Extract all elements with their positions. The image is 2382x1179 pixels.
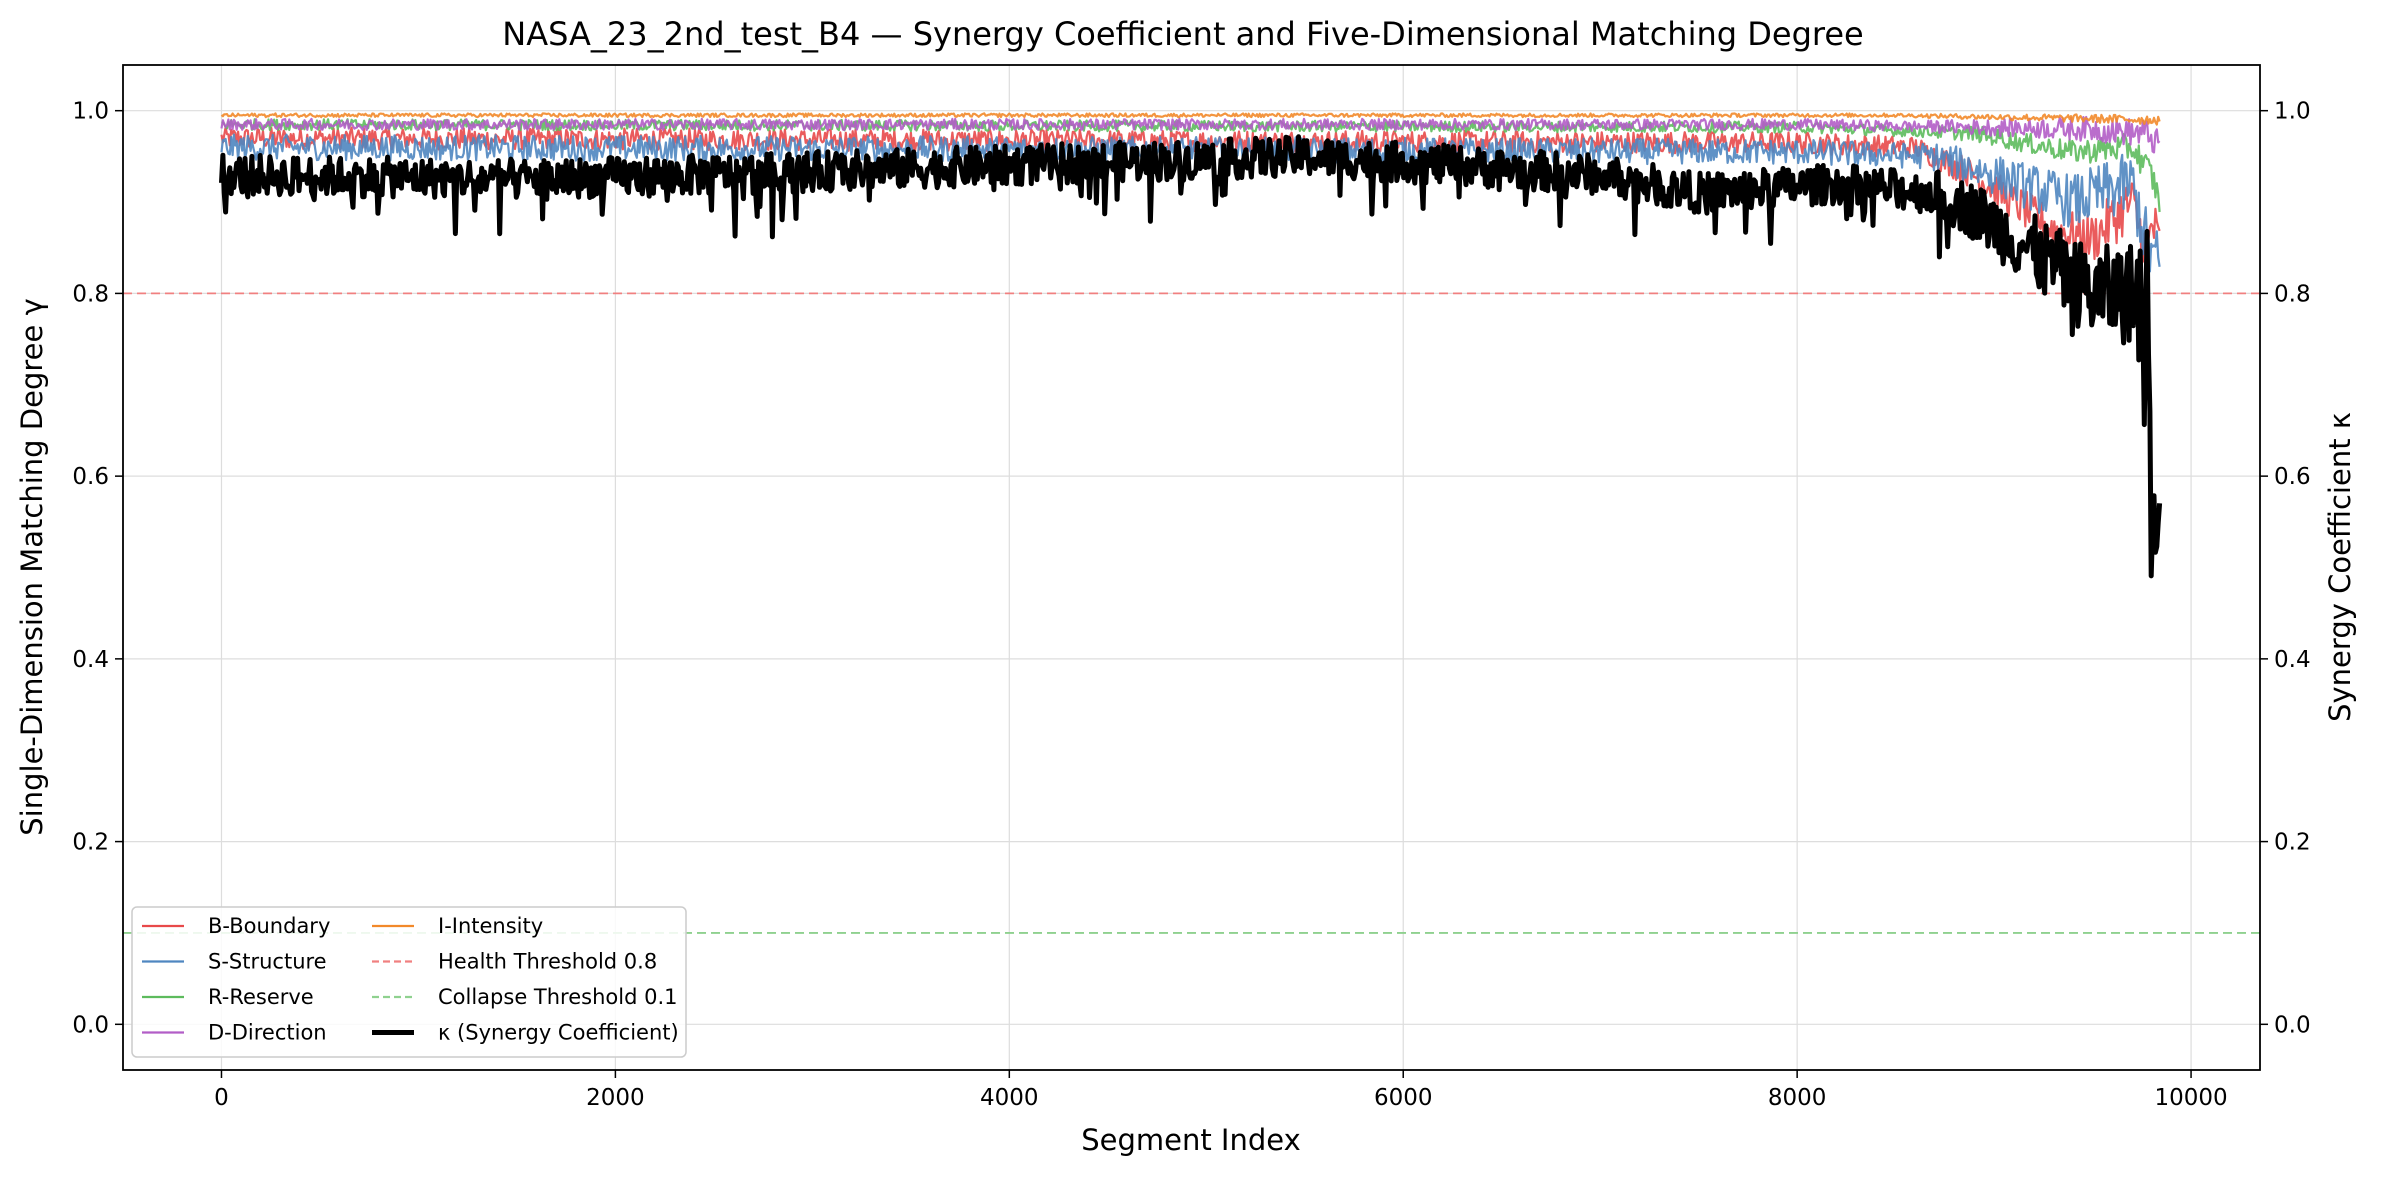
x-tick-label: 10000 <box>2154 1085 2227 1111</box>
legend-label: κ (Synergy Coefficient) <box>438 1021 679 1045</box>
y-tick-label: 1.0 <box>72 99 109 125</box>
legend-label: S-Structure <box>208 950 327 974</box>
x-tick-label: 4000 <box>980 1085 1039 1111</box>
legend-label: Collapse Threshold 0.1 <box>438 985 677 1009</box>
axis-ticks: 0 2000 4000 6000 8000 10000 0.0 0.2 0.4 0.6 0.8 1.0… <box>72 99 2310 1111</box>
legend-label: Health Threshold 0.8 <box>438 950 657 974</box>
y-tick-label: 0.4 <box>72 647 109 673</box>
legend-box <box>131 906 687 1058</box>
plot-frame <box>122 64 2261 1071</box>
y-tick-label: 0.6 <box>72 464 109 490</box>
chart-title: NASA_23_2nd_test_B4 — Synergy Coefficien… <box>502 15 1863 53</box>
plot-series <box>219 112 2163 579</box>
series-line-1 <box>220 133 2161 273</box>
y-tick-label: 0.8 <box>72 281 109 307</box>
y-tick-label: 0.0 <box>72 1012 109 1038</box>
y2-tick-label: 0.2 <box>2274 830 2311 856</box>
legend-label: I-Intensity <box>438 914 543 938</box>
y-tick-label: 0.2 <box>72 830 109 856</box>
x-tick-label: 2000 <box>586 1085 645 1111</box>
series-line-3 <box>220 115 2161 154</box>
y2-tick-label: 0.6 <box>2274 464 2311 490</box>
y2-tick-label: 0.4 <box>2274 647 2311 673</box>
legend-label: D-Direction <box>208 1021 327 1045</box>
y-axis-label: Single-Dimension Matching Degree γ <box>15 298 49 835</box>
legend-label: R-Reserve <box>208 985 314 1009</box>
y2-tick-label: 1.0 <box>2274 99 2311 125</box>
x-tick-label: 8000 <box>1768 1085 1827 1111</box>
x-tick-label: 0 <box>214 1085 229 1111</box>
y2-tick-label: 0.0 <box>2274 1012 2311 1038</box>
legend-label: B-Boundary <box>208 914 330 938</box>
x-axis-label: Segment Index <box>1081 1123 1301 1157</box>
series-line-5 <box>219 134 2163 579</box>
legend: B-Boundary S-Structure R-Reserve D-Directio… <box>131 906 687 1058</box>
series-line-4 <box>220 112 2161 126</box>
x-tick-label: 6000 <box>1374 1085 1433 1111</box>
y2-axis-label: Synergy Coefficient κ <box>2323 412 2357 722</box>
y2-tick-label: 0.8 <box>2274 281 2311 307</box>
